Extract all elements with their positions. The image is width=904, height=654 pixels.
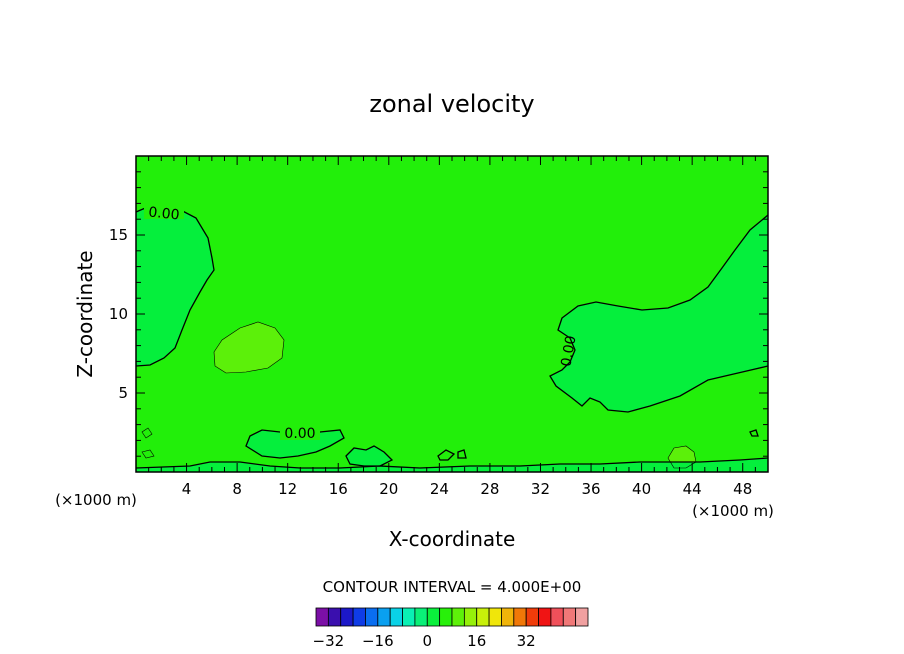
colorbar-tick-label: 16 — [467, 632, 486, 650]
colorbar-tick-label: 0 — [422, 632, 432, 650]
x-axis-label: X-coordinate — [389, 527, 516, 551]
colorbar-swatch — [414, 607, 428, 627]
colorbar-swatch — [327, 607, 342, 627]
contour-label-bg-1 — [144, 205, 184, 219]
colorbar-tick-label: −32 — [313, 632, 345, 650]
x-tick-label: 36 — [581, 480, 600, 498]
contour-label-bottom: 0.00 — [284, 426, 315, 442]
colorbar-swatch — [513, 607, 527, 627]
zero-contour-small-1 — [437, 449, 456, 461]
zero-contour-bottom-strip — [136, 457, 768, 469]
zero-contour-right — [549, 214, 768, 413]
x-tick-label: 12 — [278, 480, 297, 498]
colorbar-swatch — [451, 607, 465, 627]
contour-label-right: 0.00 — [558, 334, 579, 367]
colorbar-swatch — [377, 607, 391, 627]
contour-label-upper-left: 0.00 — [148, 204, 181, 223]
colorbar-swatch — [550, 607, 564, 627]
colorbar-swatch — [463, 607, 478, 627]
colorbar-swatch — [402, 607, 416, 627]
colorbar-swatch — [501, 607, 515, 627]
x-tick-label: 16 — [329, 480, 348, 498]
positive-contour-left-edge — [141, 427, 155, 459]
positive-patch-left-center — [214, 322, 284, 373]
y-axis-label: Z-coordinate — [73, 250, 97, 377]
x-unit-label-right: (×1000 m) — [692, 502, 774, 520]
colorbar-swatch — [389, 607, 403, 627]
colorbar-tick-label: −16 — [362, 632, 394, 650]
colorbar-swatch — [426, 607, 441, 627]
contour-label-bg-2 — [280, 426, 320, 440]
x-unit-label-left: (×1000 m) — [55, 491, 137, 509]
colorbar-swatch — [340, 607, 354, 627]
x-tick-label: 8 — [232, 480, 242, 498]
chart-title: zonal velocity — [369, 90, 534, 118]
positive-contour-bottom-right — [667, 445, 697, 469]
negative-region-upper-left — [136, 206, 214, 366]
zero-contour-small-3 — [749, 429, 759, 437]
colorbar-swatch — [365, 607, 379, 627]
x-tick-label: 48 — [733, 480, 752, 498]
y-tick-label: 15 — [109, 226, 128, 244]
colorbar-swatch — [525, 607, 539, 627]
negative-region-right — [550, 215, 768, 412]
colorbar-tick-label: 32 — [517, 632, 536, 650]
x-tick-label: 28 — [480, 480, 499, 498]
colorbar-swatch — [488, 607, 502, 627]
x-tick-label: 24 — [430, 480, 449, 498]
x-tick-label: 44 — [683, 480, 702, 498]
negative-strip-bottom — [136, 458, 768, 472]
plot-area: 0.00 0.00 0.00 — [136, 156, 768, 472]
x-tick-label: 20 — [379, 480, 398, 498]
x-axis-ticks: 4 8 12 16 20 24 28 32 36 40 44 48 — [148, 156, 756, 498]
negative-feature-bottom-mid — [346, 446, 392, 466]
colorbar-swatch — [562, 607, 577, 627]
contour-interval-text: CONTOUR INTERVAL = 4.000E+00 — [323, 578, 582, 596]
positive-contour-patch — [213, 321, 285, 374]
colorbar-swatch — [476, 607, 490, 627]
colorbar-swatch — [315, 607, 329, 627]
colorbar-swatch — [352, 607, 366, 627]
y-axis-ticks: 5 10 15 — [109, 171, 768, 457]
colorbar-swatch — [439, 607, 453, 627]
colorbar-ticks: −32 −16 0 16 32 — [313, 632, 536, 650]
y-tick-label: 10 — [109, 305, 128, 323]
y-tick-label: 5 — [118, 384, 128, 402]
zero-contour-small-2 — [457, 449, 467, 459]
zero-contour-bottom-mid — [345, 445, 394, 467]
x-tick-label: 32 — [531, 480, 550, 498]
colorbar-swatch — [538, 607, 552, 627]
positive-contour-lines — [141, 321, 697, 469]
x-tick-label: 4 — [182, 480, 192, 498]
colorbar-swatch — [575, 607, 589, 627]
x-tick-label: 40 — [632, 480, 651, 498]
colorbar — [315, 607, 589, 627]
zero-contour-bottom-left — [245, 429, 345, 459]
